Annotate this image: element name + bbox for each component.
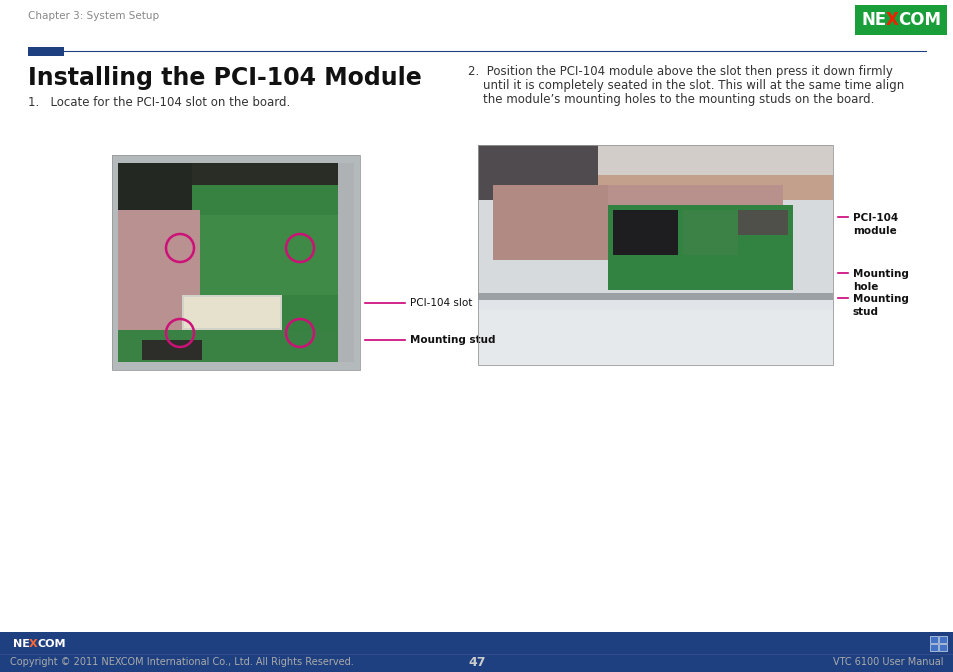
Bar	[0, 632, 953, 672]
Bar	[938, 644, 946, 651]
Text: NE: NE	[862, 11, 886, 29]
Text: Installing the PCI-104 Module: Installing the PCI-104 Module	[28, 66, 421, 90]
Text: Mounting stud: Mounting stud	[410, 335, 495, 345]
Text: the module’s mounting holes to the mounting studs on the board.: the module’s mounting holes to the mount…	[468, 93, 874, 106]
Text: X: X	[885, 11, 898, 29]
Bar	[938, 636, 946, 643]
Bar	[929, 636, 937, 643]
Text: COM: COM	[38, 639, 67, 649]
Text: until it is completely seated in the slot. This will at the same time align: until it is completely seated in the slo…	[468, 79, 903, 93]
Text: hole: hole	[852, 282, 878, 292]
Text: COM: COM	[897, 11, 940, 29]
Text: X: X	[29, 639, 37, 649]
Text: 1.   Locate for the PCI-104 slot on the board.: 1. Locate for the PCI-104 slot on the bo…	[28, 95, 290, 108]
Text: 47: 47	[468, 655, 485, 669]
Text: Mounting: Mounting	[852, 294, 908, 304]
Bar	[477, 145, 832, 365]
Text: Mounting: Mounting	[852, 269, 908, 279]
Text: module: module	[852, 226, 896, 236]
Text: VTC 6100 User Manual: VTC 6100 User Manual	[833, 657, 943, 667]
Bar	[28, 47, 64, 56]
Text: PCI-104 slot: PCI-104 slot	[410, 298, 472, 308]
Text: 2.  Position the PCI-104 module above the slot then press it down firmly: 2. Position the PCI-104 module above the…	[468, 65, 892, 79]
Bar	[929, 644, 937, 651]
Text: Copyright © 2011 NEXCOM International Co., Ltd. All Rights Reserved.: Copyright © 2011 NEXCOM International Co…	[10, 657, 354, 667]
Text: NE: NE	[13, 639, 30, 649]
Text: PCI-104: PCI-104	[852, 213, 898, 223]
Text: Chapter 3: System Setup: Chapter 3: System Setup	[28, 11, 159, 21]
Text: stud: stud	[852, 307, 878, 317]
Bar	[112, 155, 359, 370]
Bar	[854, 5, 946, 35]
